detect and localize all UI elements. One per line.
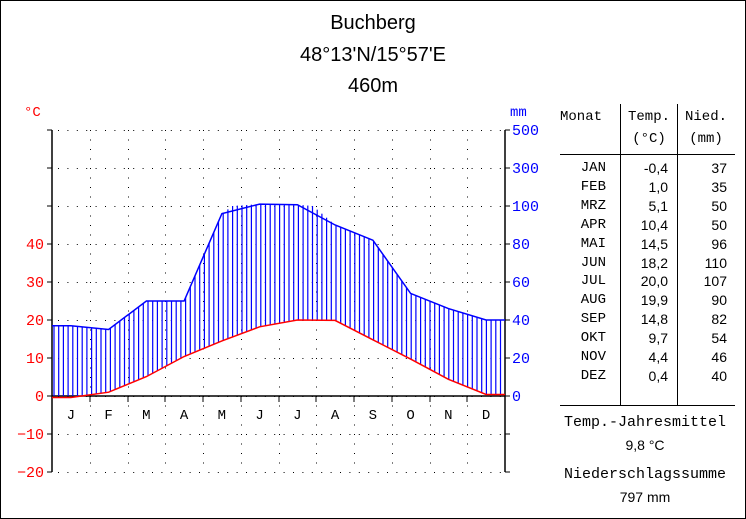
col-header-precip: Nied.: [684, 109, 727, 125]
month-label: M: [142, 408, 150, 424]
right-tick-label: 60: [512, 275, 530, 292]
right-tick-label: 300: [512, 161, 539, 178]
temp-cell: 14,5: [640, 235, 668, 252]
temp-cell: 14,8: [640, 311, 668, 328]
table-header-rule: [560, 154, 735, 155]
annual-temp-label: Temp.-Jahresmittel: [563, 414, 727, 431]
month-label: S: [369, 408, 377, 424]
month-cell: APR: [580, 216, 606, 233]
month-cell: NOV: [580, 349, 606, 365]
col-header-month: Monat: [560, 109, 603, 125]
temp-cell: 0,4: [648, 367, 668, 384]
table-divider: [677, 104, 678, 405]
temp-cell: 4,4: [648, 349, 668, 365]
station-coordinates: 48°13'N/15°57'E: [300, 44, 446, 66]
annual-temp-value: 9,8 °C: [625, 437, 665, 453]
col-header-temp-unit: (°C): [632, 131, 666, 147]
precip-cell: 37: [711, 160, 727, 176]
station-elevation: 460m: [347, 75, 399, 97]
temp-cell: 18,2: [640, 254, 668, 271]
precip-cell: 54: [711, 330, 727, 347]
temp-cell: 5,1: [648, 197, 668, 214]
table-footer-rule: [560, 405, 735, 406]
right-tick-label: 500: [512, 123, 539, 140]
month-cell: SEP: [580, 311, 606, 328]
precip-cell: 35: [711, 178, 727, 195]
month-label: J: [67, 408, 75, 424]
month-label: O: [406, 408, 414, 424]
month-label: N: [444, 408, 452, 424]
month-cell: MRZ: [580, 197, 606, 214]
month-cell: JAN: [580, 160, 606, 176]
temp-cell: 1,0: [648, 178, 668, 195]
station-name: Buchberg: [330, 12, 416, 34]
right-tick-label: 20: [512, 351, 530, 368]
temp-cell: 10,4: [640, 216, 668, 233]
month-cell: DEZ: [580, 367, 606, 384]
month-label: D: [482, 408, 490, 424]
right-tick-label: 100: [512, 199, 539, 216]
precip-cell: 40: [711, 367, 727, 384]
precipitation-curve: [52, 203, 505, 331]
annual-precip-label: Niederschlagssumme: [563, 466, 727, 483]
temp-cell: 19,9: [640, 292, 668, 309]
month-cell: MAI: [580, 235, 606, 252]
precip-cell: 107: [703, 273, 727, 290]
humid-hatching: [53, 204, 502, 396]
month-label: M: [218, 408, 226, 424]
precip-cell: 110: [704, 254, 727, 271]
right-tick-label: 0: [512, 389, 521, 406]
precip-cell: 82: [711, 311, 727, 328]
annual-precip-value: 797 mm: [619, 489, 671, 505]
temp-cell: 9,7: [648, 330, 668, 347]
col-header-precip-unit: (mm): [689, 131, 723, 147]
left-tick-label: −20: [17, 465, 44, 482]
left-axis-unit: °C: [24, 105, 41, 121]
temp-cell: 20,0: [640, 273, 668, 290]
month-label: A: [180, 408, 189, 424]
precip-cell: 46: [711, 349, 727, 365]
left-tick-label: 0: [35, 389, 44, 406]
right-tick-label: 80: [512, 237, 530, 254]
precip-cell: 50: [711, 197, 727, 214]
precip-cell: 96: [711, 235, 727, 252]
month-cell: OKT: [580, 330, 606, 347]
month-cell: AUG: [580, 292, 606, 309]
precip-cell: 50: [711, 216, 727, 233]
left-tick-label: 20: [26, 313, 44, 330]
temperature-curve: [52, 319, 505, 399]
table-divider: [620, 104, 621, 405]
right-axis-unit: mm: [510, 105, 527, 121]
left-tick-label: 30: [26, 275, 44, 292]
month-label: A: [331, 408, 340, 424]
col-header-temp: Temp.: [627, 109, 670, 125]
left-tick-label: 40: [26, 237, 44, 254]
month-cell: FEB: [580, 178, 606, 195]
left-tick-label: 10: [26, 351, 44, 368]
month-label: J: [255, 408, 263, 424]
month-label: F: [104, 408, 112, 424]
precip-cell: 90: [711, 292, 727, 309]
month-cell: JUL: [580, 273, 606, 290]
month-cell: JUN: [580, 254, 606, 271]
month-label: J: [293, 408, 301, 424]
right-tick-label: 40: [512, 313, 530, 330]
left-tick-label: −10: [17, 427, 44, 444]
temp-cell: -0,4: [643, 160, 668, 176]
